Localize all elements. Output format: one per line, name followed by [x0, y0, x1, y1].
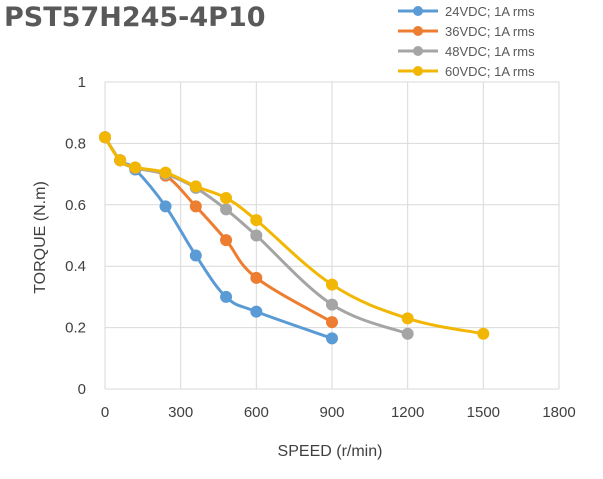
data-point-series-4	[189, 180, 202, 193]
data-point-series-1	[250, 305, 263, 318]
data-point-series-1	[220, 290, 233, 303]
legend-marker-2	[413, 26, 423, 36]
legend-label-4: 60VDC; 1A rms	[445, 64, 535, 79]
data-point-series-4	[129, 161, 142, 174]
x-tick-label: 300	[168, 404, 193, 421]
y-tick-label: 0.8	[65, 135, 86, 152]
chart-title: PST57H245-4P10	[4, 2, 266, 33]
x-tick-label: 1800	[542, 404, 575, 421]
data-point-series-4	[114, 154, 127, 167]
data-point-series-3	[250, 229, 263, 242]
x-tick-label: 0	[101, 404, 109, 421]
y-tick-label: 0.6	[65, 197, 86, 214]
legend-label-3: 48VDC; 1A rms	[445, 44, 535, 59]
legend-marker-3	[413, 46, 423, 56]
data-point-series-3	[326, 298, 338, 311]
y-tick-label: 0.4	[65, 258, 86, 275]
x-tick-label: 900	[319, 404, 344, 421]
data-point-series-4	[99, 131, 111, 144]
legend-marker-4	[413, 66, 423, 76]
data-point-series-3	[401, 327, 414, 340]
data-point-series-1	[326, 332, 338, 345]
legend-label-1: 24VDC; 1A rms	[445, 4, 535, 19]
data-point-series-2	[189, 200, 202, 213]
data-point-series-4	[220, 192, 233, 205]
x-tick-label: 1200	[391, 404, 424, 421]
y-tick-label: 0	[78, 381, 86, 398]
x-tick-label: 600	[244, 404, 269, 421]
y-axis-title: TORQUE (N.m)	[32, 181, 49, 294]
data-point-series-1	[159, 200, 172, 213]
data-point-series-4	[477, 327, 490, 340]
x-tick-label: 1500	[467, 404, 500, 421]
x-axis-title: SPEED (r/min)	[278, 443, 383, 460]
data-point-series-2	[326, 316, 338, 329]
series-line-4	[103, 135, 485, 336]
data-point-series-4	[250, 214, 263, 227]
y-tick-label: 1	[78, 74, 86, 91]
data-point-series-3	[220, 203, 233, 216]
legend-label-2: 36VDC; 1A rms	[445, 24, 535, 39]
data-point-series-2	[220, 234, 233, 247]
data-point-series-4	[159, 166, 172, 179]
data-point-series-2	[250, 271, 263, 284]
legend-marker-1	[413, 6, 423, 16]
y-tick-label: 0.2	[65, 320, 86, 337]
data-point-series-1	[189, 249, 202, 262]
data-point-series-4	[401, 312, 414, 325]
data-point-series-4	[326, 278, 338, 291]
